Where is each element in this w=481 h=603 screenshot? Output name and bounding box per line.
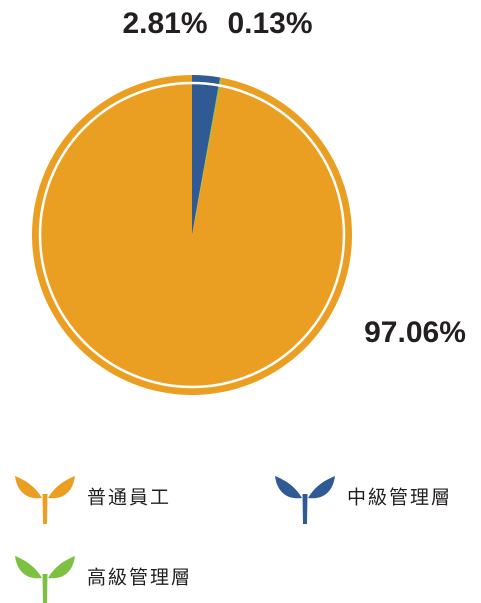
leaf — [42, 574, 48, 603]
leaf — [15, 476, 42, 499]
leaf — [48, 556, 75, 579]
pie-slice — [192, 77, 222, 235]
pie-slice — [192, 75, 221, 235]
inner-ring — [38, 81, 346, 389]
value-label: 97.06% — [364, 316, 466, 349]
leaf — [15, 556, 42, 579]
leaf — [275, 476, 302, 499]
legend-icon — [15, 556, 75, 603]
leaf — [308, 476, 335, 499]
legend-icon — [15, 476, 75, 524]
value-label: 0.13% — [227, 7, 312, 40]
legend-label: 普通員工 — [87, 487, 171, 509]
leaf — [302, 494, 308, 524]
legend-icon — [275, 476, 335, 524]
legend-label: 中級管理層 — [347, 487, 452, 509]
legend-label: 高級管理層 — [87, 567, 192, 589]
leaf — [42, 494, 48, 524]
value-label: 2.81% — [122, 7, 207, 40]
leaf — [48, 476, 75, 499]
pie-slice — [31, 75, 352, 396]
